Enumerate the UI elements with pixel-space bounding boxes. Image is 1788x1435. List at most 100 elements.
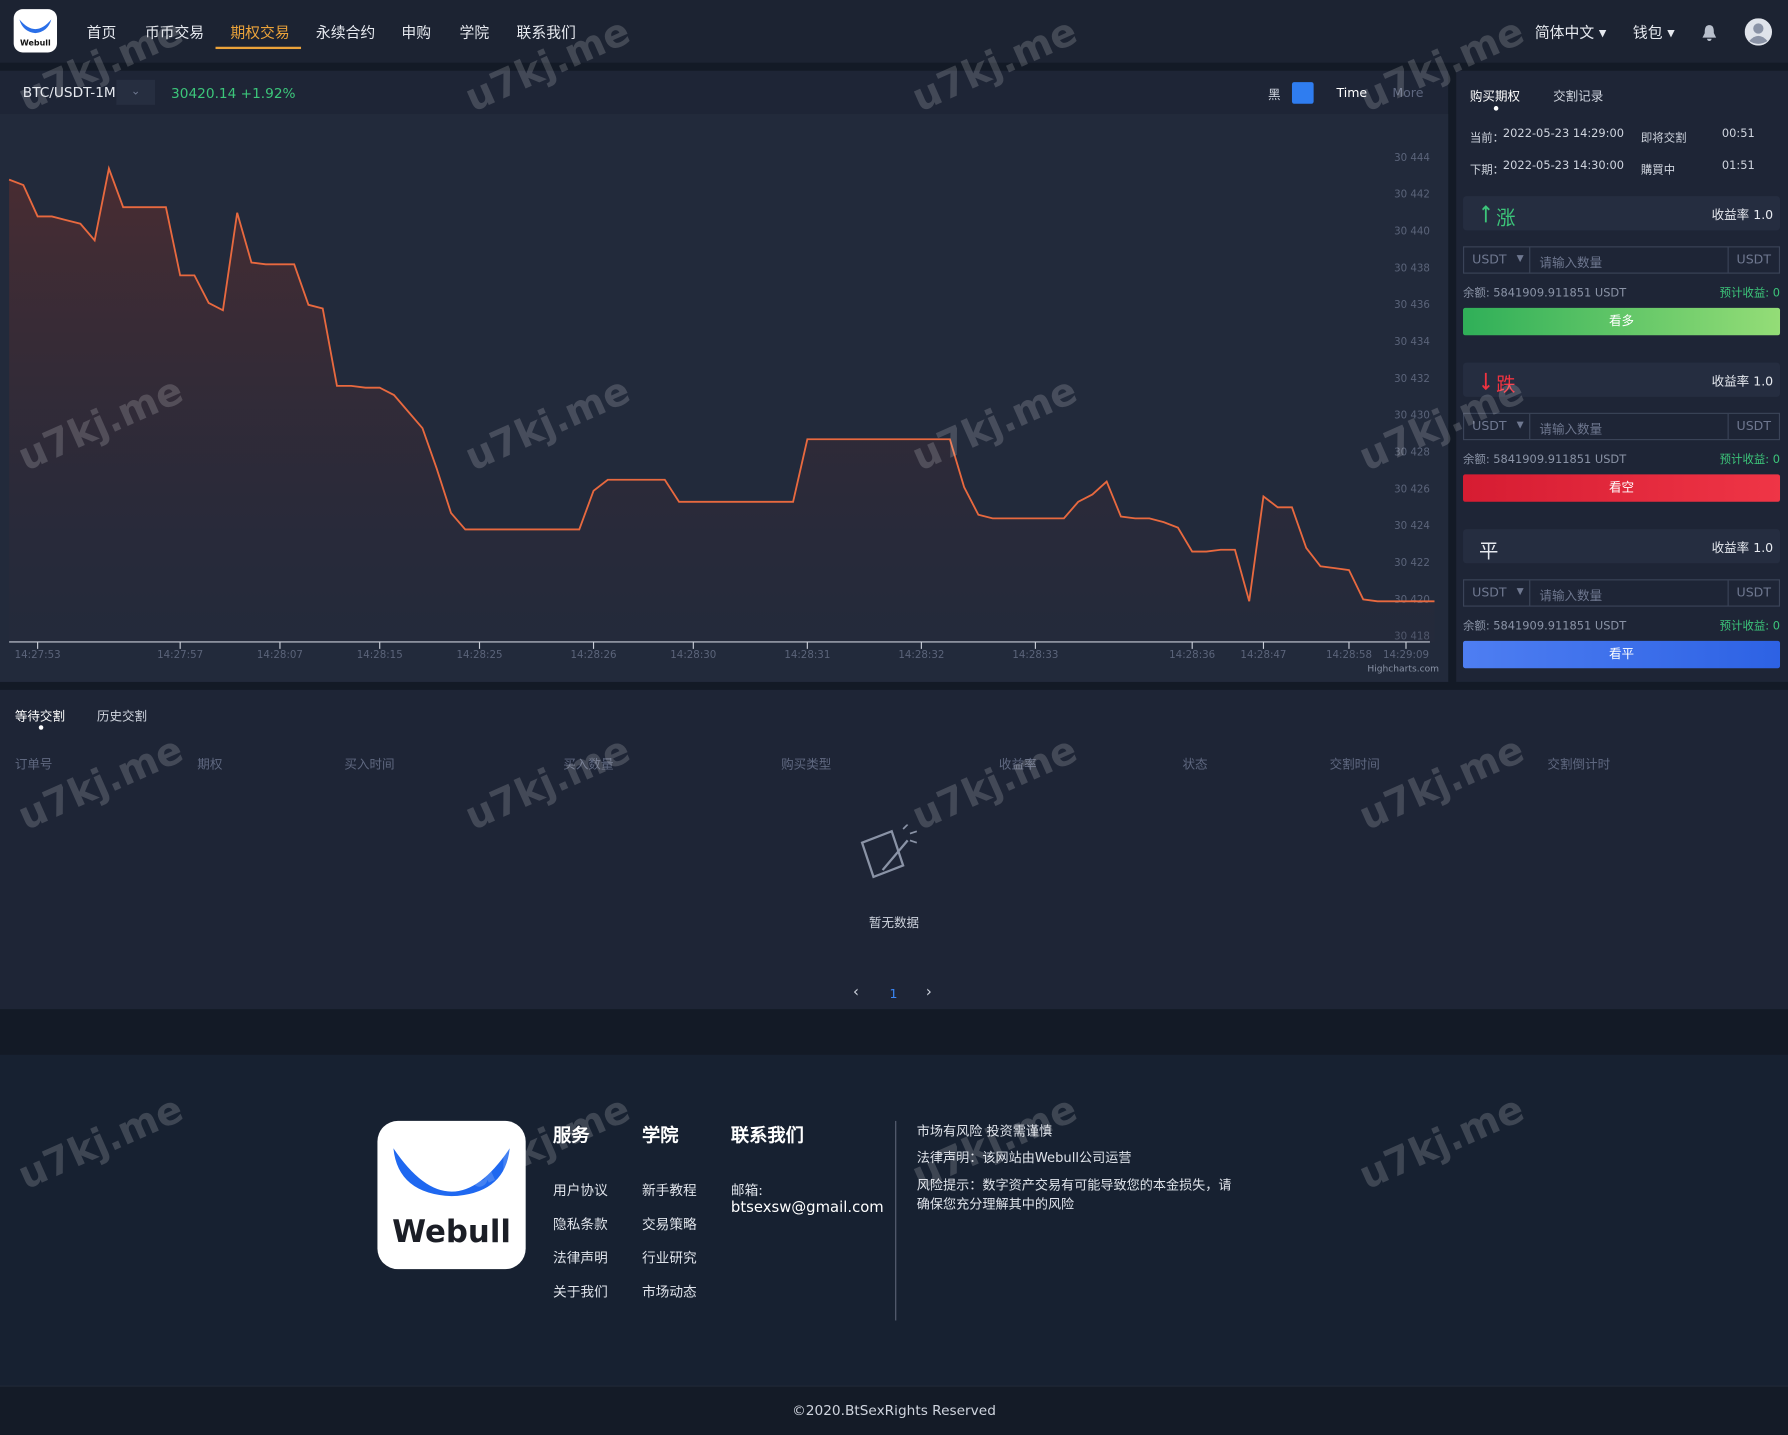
notice: 风险提示：数字资产交易有可能导致您的本金损失，请确保您充分理解其中的风险 <box>916 1176 1232 1213</box>
y-tick-label: 30 432 <box>1394 373 1430 385</box>
trade-tab[interactable]: 交割记录 <box>1553 88 1604 104</box>
footer-link[interactable]: 交易策略 <box>641 1216 697 1233</box>
select-caret: ▼ <box>1516 586 1524 597</box>
select-caret: ▼ <box>1516 253 1524 264</box>
empty-icon <box>860 824 918 879</box>
bell[interactable] <box>1701 24 1717 42</box>
balance: 余额: 5841909.911851 USDT <box>1463 620 1627 633</box>
email-label: 邮箱: <box>730 1182 763 1199</box>
price: 30420.14 <box>171 85 237 102</box>
amount-input[interactable]: USDT ▼ 请输入数量 USDT <box>1463 246 1781 274</box>
footer-logo: Webull <box>377 1120 526 1270</box>
x-tick-label: 14:27:53 <box>15 649 61 661</box>
footer-title: 学院 <box>641 1124 679 1147</box>
footer-divider <box>895 1120 897 1321</box>
amount-input[interactable]: USDT ▼ 请输入数量 USDT <box>1463 579 1781 607</box>
expected-profit: 预计收益: 0 <box>1719 453 1781 467</box>
area <box>9 168 1435 642</box>
trade-tab[interactable]: 购买期权 <box>1469 88 1521 104</box>
column-header: 订单号 <box>14 757 53 772</box>
footer-link[interactable]: 新手教程 <box>641 1182 697 1199</box>
email[interactable]: btsexsw@gmail.com <box>730 1199 884 1217</box>
tab-dot <box>38 725 44 730</box>
column-header: 购买类型 <box>781 757 832 772</box>
page-number[interactable]: 1 <box>889 986 898 1002</box>
trade-button[interactable]: 看平 <box>1463 640 1781 669</box>
balance: 余额: 5841909.911851 USDT <box>1463 453 1627 467</box>
nav-item[interactable]: 申购 <box>401 25 432 43</box>
symbol[interactable]: BTC/USDT-1M <box>22 84 116 101</box>
language-text: 简体中文 <box>1534 25 1595 43</box>
column-header: 状态 <box>1182 757 1208 772</box>
nav-item[interactable]: 期权交易 <box>230 25 290 43</box>
column-header: 买入时间 <box>344 757 395 772</box>
yield: 收益率 1.0 <box>1711 540 1774 556</box>
theme-toggle[interactable]: 黑 <box>1268 87 1281 103</box>
direction: 跌 <box>1496 374 1516 397</box>
y-tick-label: 30 434 <box>1394 336 1430 348</box>
footer-link[interactable]: 行业研究 <box>641 1249 697 1266</box>
nav-item[interactable]: 永续合约 <box>315 25 376 43</box>
nav-underline <box>215 46 302 50</box>
footer-link[interactable]: 隐私条款 <box>553 1216 608 1233</box>
currency-select[interactable]: USDT <box>1464 580 1531 606</box>
footer-link[interactable]: 法律声明 <box>553 1249 608 1266</box>
trade-button[interactable]: 看多 <box>1463 307 1781 336</box>
amount-input[interactable]: USDT ▼ 请输入数量 USDT <box>1463 412 1781 441</box>
orders-tab[interactable]: 历史交割 <box>96 709 148 725</box>
next-page[interactable]: › <box>925 984 932 1002</box>
column-header: 交割倒计时 <box>1547 757 1611 772</box>
orders-tab[interactable]: 等待交割 <box>14 709 65 725</box>
chart-credit: Highcharts.com <box>1367 665 1439 675</box>
y-tick-label: 30 428 <box>1394 447 1430 459</box>
language[interactable]: 简体中文 ▾ <box>1534 25 1607 43</box>
column-header: 收益率 <box>998 757 1037 772</box>
option-header: 涨 收益率 1.0 <box>1463 196 1781 231</box>
y-tick-label: 30 422 <box>1394 557 1430 569</box>
period-label: 下期： <box>1469 164 1505 177</box>
balance: 余额: 5841909.911851 USDT <box>1463 287 1627 300</box>
orders-panel: 等待交割 历史交割 暂无数据 ‹ 1 › 订单号 期权 买入时间 买入数量 购买类型 收益… <box>0 689 1788 1010</box>
nav-item[interactable]: 首页 <box>86 25 117 43</box>
column-header: 交割时间 <box>1329 757 1380 772</box>
symbol-dropdown[interactable]: ⌄ <box>116 79 156 105</box>
placeholder: 请输入数量 <box>1539 588 1603 604</box>
y-tick-label: 30 438 <box>1394 262 1430 274</box>
nav-item[interactable]: 联系我们 <box>516 25 576 43</box>
yield: 收益率 1.0 <box>1711 374 1774 389</box>
nav-item[interactable]: 学院 <box>459 25 490 43</box>
wallet-text: 钱包 <box>1632 25 1663 43</box>
direction-arrow <box>1482 372 1490 391</box>
copyright: ©2020.BtSexRights Reserved <box>792 1402 996 1419</box>
notice: 法律声明：该网站由Webull公司运营 <box>916 1149 1132 1166</box>
avatar[interactable] <box>1744 18 1773 46</box>
footer-title: 服务 <box>553 1124 590 1147</box>
trade-panel: 购买期权 交割记录 当前： 2022-05-23 14:29:00 即将交割 00:5… <box>1456 70 1788 682</box>
x-tick-label: 14:28:33 <box>1012 649 1058 661</box>
direction: 涨 <box>1496 207 1516 231</box>
footer-link[interactable]: 市场动态 <box>641 1283 697 1300</box>
period-time: 2022-05-23 14:29:00 <box>1502 127 1625 141</box>
notice: 市场有风险 投资需谨慎 <box>916 1123 1053 1140</box>
x-tick-label: 14:28:26 <box>571 649 617 661</box>
theme-icon[interactable] <box>1291 82 1314 104</box>
x-tick-label: 14:28:30 <box>670 649 716 661</box>
y-tick-label: 30 424 <box>1394 520 1430 532</box>
x-tick-label: 14:28:36 <box>1169 649 1215 661</box>
currency-select[interactable]: USDT <box>1464 247 1531 273</box>
nav-item[interactable]: 币币交易 <box>144 25 205 43</box>
more-button[interactable]: More <box>1392 85 1424 101</box>
y-tick-label: 30 430 <box>1394 410 1430 422</box>
expected-profit: 预计收益: 0 <box>1719 620 1781 633</box>
prev-page[interactable]: ‹ <box>852 984 859 1002</box>
time-button[interactable]: Time <box>1336 85 1368 101</box>
logo[interactable]: Webull <box>13 9 58 53</box>
currency-select[interactable]: USDT <box>1464 413 1531 440</box>
trade-button[interactable]: 看空 <box>1463 474 1781 502</box>
wallet[interactable]: 钱包 ▾ <box>1632 25 1675 43</box>
empty-text: 暂无数据 <box>868 915 920 931</box>
footer-link[interactable]: 关于我们 <box>553 1283 608 1300</box>
footer-link[interactable]: 用户协议 <box>553 1182 608 1199</box>
